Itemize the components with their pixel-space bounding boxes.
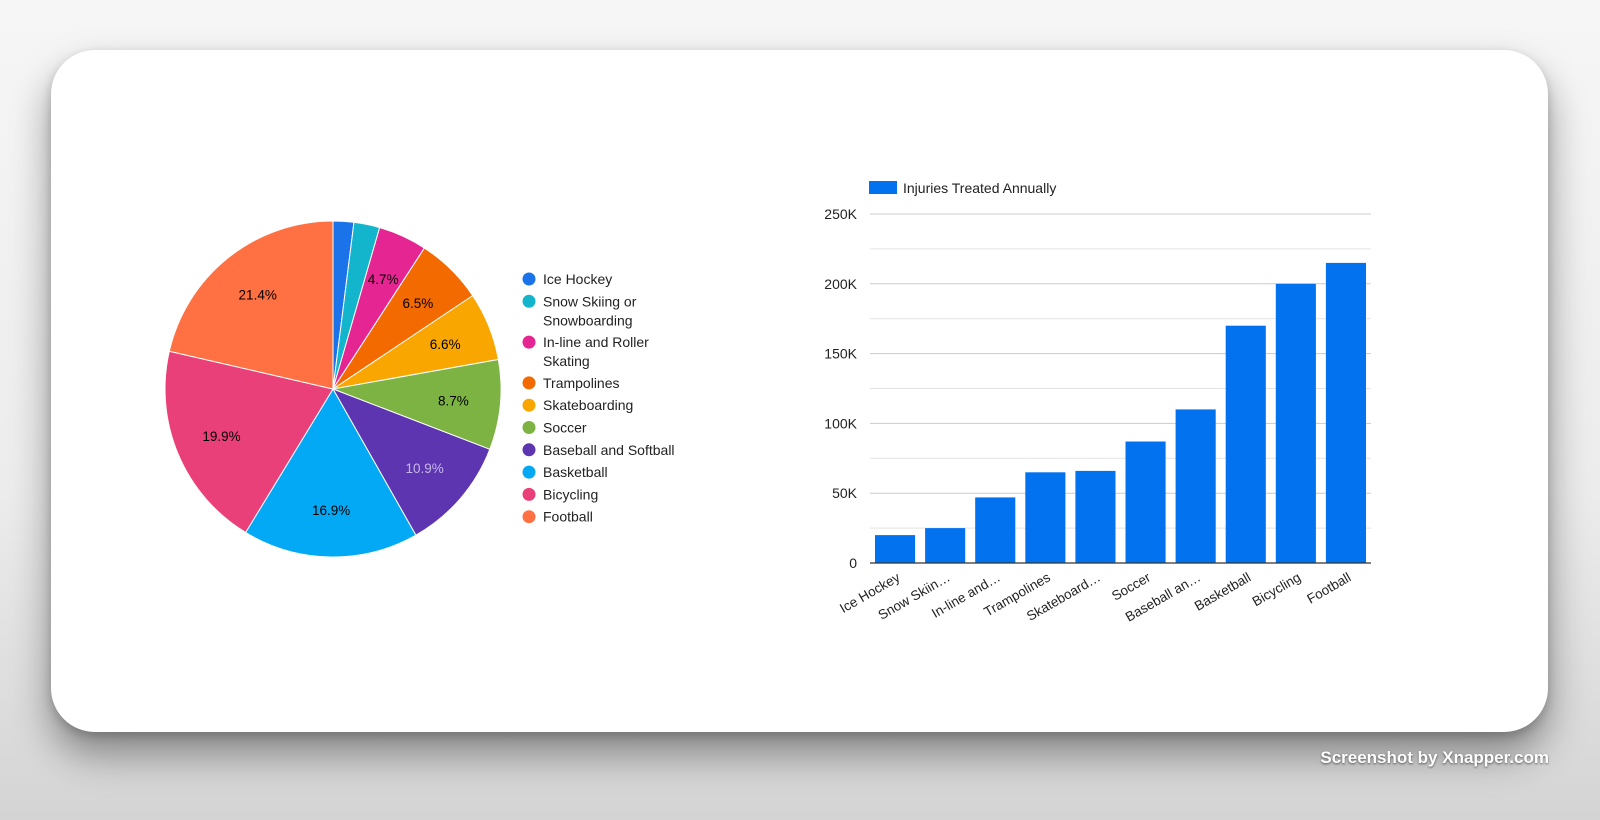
pie-slice-label: 16.9% [312,503,350,518]
pie-slice-label: 6.5% [403,296,434,311]
pie-slice-label: 6.6% [430,337,461,352]
x-tick-label: Basketball [1192,570,1253,614]
y-tick-label: 150K [824,346,857,362]
pie-slice-label: 10.9% [405,461,443,476]
legend-label-bicycling: Bicycling [543,486,598,502]
pie-slice-bicycling[interactable] [164,350,334,534]
bar-ice-hockey[interactable] [875,535,916,563]
bar-snow-skiing-or-snowboarding[interactable] [925,528,966,563]
bar-basketball[interactable] [1225,325,1266,563]
legend-label-basketball: Basketball [543,464,608,480]
pie-slice-label: 21.4% [239,287,277,302]
y-tick-label: 100K [824,415,857,431]
pie-slice-soccer[interactable] [331,358,502,450]
chart-card: 4.7% 6.5% 6.6% 8.7% 10.9% 16.9% 19.9% 21.4% Ice … [51,50,1548,732]
watermark: Screenshot by Xnapper.com [1320,748,1549,767]
y-tick-label: 250K [824,206,857,222]
legend-swatch-in-line-and-roller-skating [522,335,536,349]
pie-slice-label: 8.7% [438,394,469,409]
y-tick-label: 0 [849,555,857,571]
x-tick-label: Football [1304,570,1353,607]
legend-swatch-soccer [522,421,536,434]
legend-label-in-line-and-roller-skating: In-line and Roller [543,334,649,350]
legend-swatch-baseball-and-softball [522,443,536,457]
legend-label-soccer: Soccer [543,420,587,436]
legend-swatch-snow-skiing-or-snowboarding [522,294,536,308]
pie-slice-football[interactable] [168,220,334,390]
legend-label-ice-hockey: Ice Hockey [543,271,612,287]
legend-label-skateboarding: Skateboarding [543,397,633,413]
legend-swatch-basketball [522,465,536,479]
pie-slice-label: 4.7% [368,272,399,287]
legend-swatch-football [522,510,536,524]
bar-football[interactable] [1325,262,1366,563]
bar-trampolines[interactable] [1025,472,1066,563]
legend-label-football: Football [543,509,593,525]
legend-label-injuries: Injuries Treated Annually [903,180,1056,196]
y-tick-label: 50K [832,485,858,501]
legend-label-baseball-and-softball: Baseball and Softball [543,442,675,458]
legend-swatch-ice-hockey [522,272,536,286]
bar-bicycling[interactable] [1275,283,1316,563]
pie-slice-basketball[interactable] [244,388,417,558]
legend-label-snow-skiing-or-snowboarding: Snow Skiing or [543,293,637,309]
bar-in-line-and-roller-skating[interactable] [975,497,1016,563]
legend-swatch-trampolines [522,376,536,390]
bar-baseball-and-softball[interactable] [1175,409,1216,563]
bar-soccer[interactable] [1125,441,1166,564]
legend-swatch-injuries [869,181,897,194]
y-tick-label: 200K [824,276,857,292]
charts-canvas: 4.7% 6.5% 6.6% 8.7% 10.9% 16.9% 19.9% 21.4% Ice … [164,180,1371,625]
legend-label-in-line-and-roller-skating: Skating [543,353,590,369]
legend-swatch-bicycling [522,487,536,501]
legend-swatch-skateboarding [522,398,536,412]
bar-skateboarding[interactable] [1075,470,1116,563]
pie-slice-baseball-and-softball[interactable] [331,388,491,536]
pie-slice-label: 19.9% [202,429,240,444]
legend-label-snow-skiing-or-snowboarding: Snowboarding [543,312,633,328]
x-tick-label: Bicycling [1250,570,1304,610]
legend-label-trampolines: Trampolines [543,375,620,391]
